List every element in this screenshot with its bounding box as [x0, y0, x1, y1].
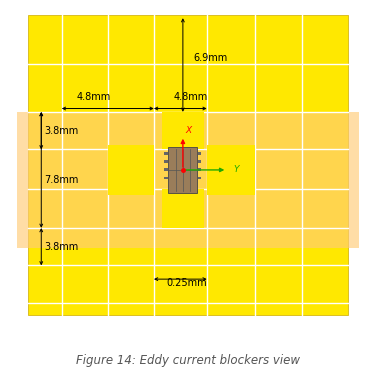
Bar: [198, 168, 202, 171]
Bar: [164, 160, 168, 163]
Bar: [207, 145, 255, 195]
Bar: [198, 160, 202, 163]
Bar: [27, 15, 349, 315]
Bar: [108, 145, 154, 195]
Bar: [162, 189, 204, 228]
Text: 4.8mm: 4.8mm: [173, 92, 208, 102]
Bar: [168, 147, 197, 193]
Text: 0.25mm: 0.25mm: [167, 278, 208, 288]
Text: 7.8mm: 7.8mm: [45, 175, 79, 185]
Bar: [164, 177, 168, 180]
Text: 3.8mm: 3.8mm: [45, 126, 79, 136]
Text: Figure 14: Eddy current blockers view: Figure 14: Eddy current blockers view: [76, 354, 300, 367]
Text: 6.9mm: 6.9mm: [193, 53, 227, 63]
Bar: [162, 112, 204, 150]
Text: Y: Y: [233, 165, 238, 174]
Bar: [164, 152, 168, 155]
Bar: [17, 112, 359, 248]
Text: 3.8mm: 3.8mm: [45, 242, 79, 252]
Bar: [198, 152, 202, 155]
Text: 4.8mm: 4.8mm: [77, 92, 111, 102]
Bar: [198, 177, 202, 180]
Bar: [164, 168, 168, 171]
Text: X: X: [185, 126, 191, 135]
